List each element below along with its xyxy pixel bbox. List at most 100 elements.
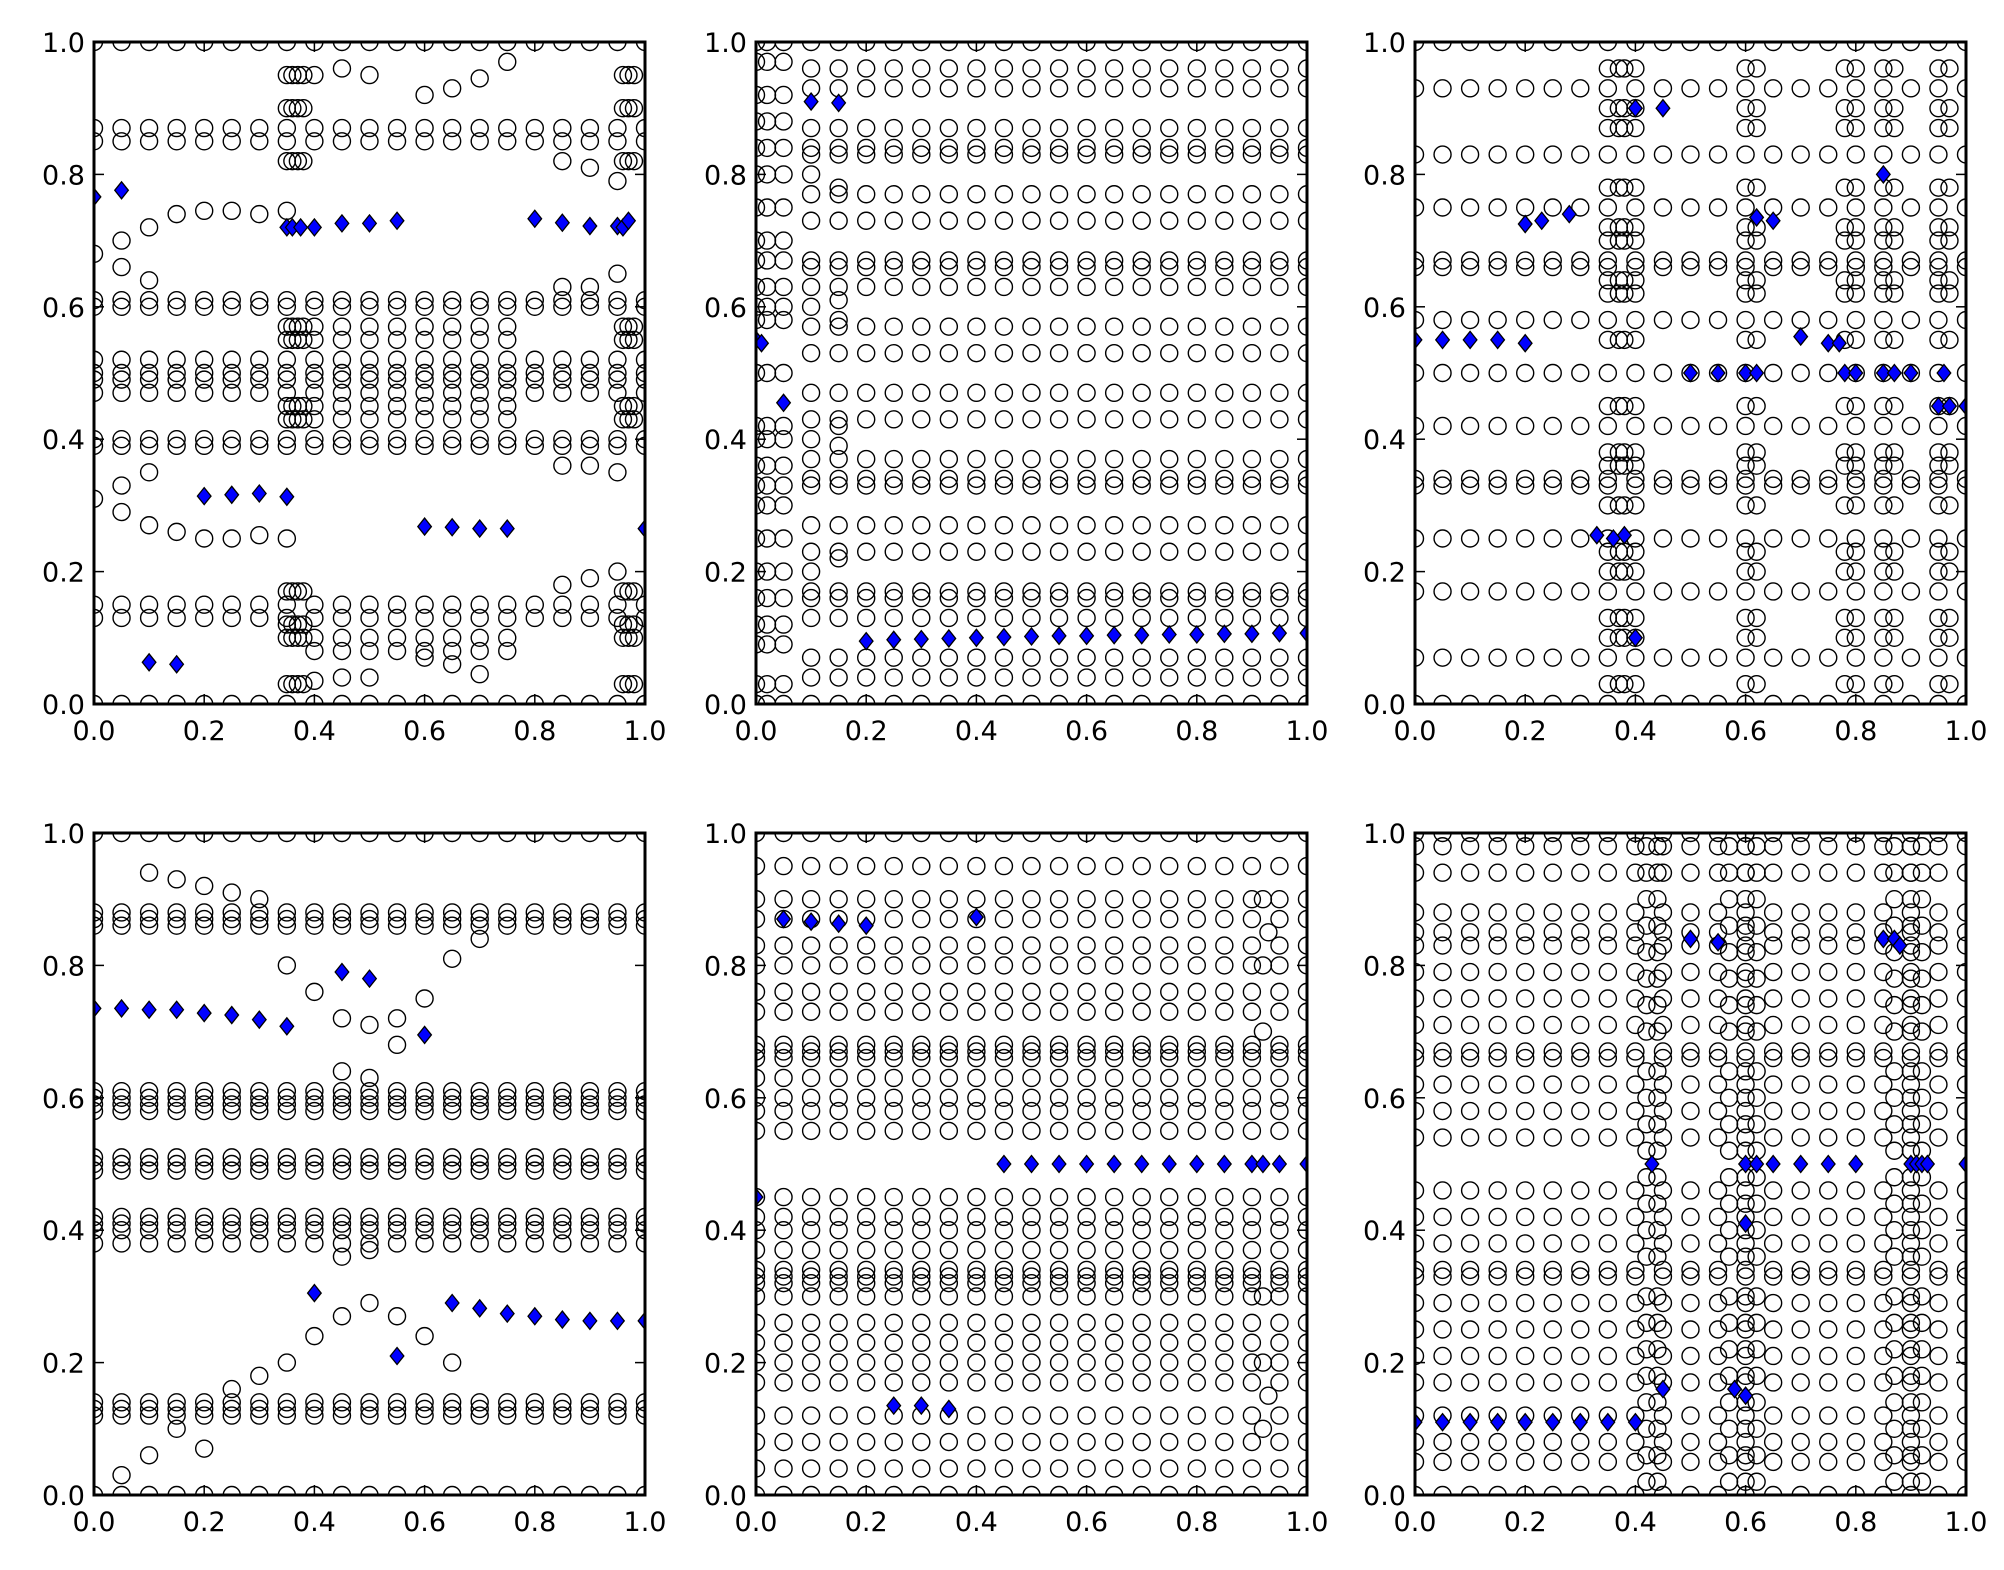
circle-point [1846,310,1866,330]
circle-point [757,694,777,704]
circle-point [1819,1042,1838,1061]
axes-frame [92,831,647,1497]
circle-point [1297,1459,1307,1478]
circle-point [801,1459,821,1478]
circle-point [1049,1240,1069,1260]
circle-point [194,529,214,548]
circle-point [1242,1220,1262,1240]
circle-point [1270,1406,1289,1425]
circle-point [884,1432,903,1452]
circle-point [1615,674,1634,694]
circle-point [1433,310,1452,330]
circle-point [1488,863,1507,882]
circle-point [1187,1035,1207,1055]
circle-point [1874,231,1893,250]
subplot-top-center: 0.00.00.20.20.40.40.60.60.80.81.01.0 [704,28,1328,747]
circle-point [967,1353,986,1372]
circle-point [801,833,821,843]
circle-point [829,416,848,436]
circle-point [94,916,104,935]
circle-point [1187,890,1207,909]
circle-point [1763,923,1783,942]
circle-point [1187,251,1207,270]
circle-point [1885,1088,1904,1108]
circle-point [332,903,352,922]
diamond-point [389,211,405,231]
diamond-point [499,1304,515,1324]
circle-point [912,251,931,270]
circle-point [1049,1002,1069,1021]
circle-point [1132,138,1151,158]
circle-point [1901,903,1921,922]
circle-point [415,1148,434,1167]
circle-point [624,151,644,171]
circle-point [387,1095,407,1114]
circle-point [757,496,777,515]
circle-point [1433,1320,1452,1339]
circle-point [1297,1287,1307,1306]
circle-point [1763,1181,1783,1200]
circle-point [1132,1273,1151,1293]
circle-point [442,1406,462,1425]
circle-point [580,277,600,297]
circle-point [1488,145,1507,164]
y-tick-label: 0.0 [42,690,85,721]
circle-point [1626,1452,1645,1472]
circle-point [1874,456,1893,475]
circle-point [1940,218,1959,237]
circle-point [1242,668,1262,687]
circle-point [1598,1267,1618,1286]
circle-point [1160,1485,1179,1495]
circle-point [277,1088,297,1108]
circle-point [167,118,186,138]
circle-point [635,1154,645,1174]
circle-point [1160,1240,1179,1260]
circle-point [1242,42,1262,52]
circle-point [1681,1075,1700,1094]
circle-point [1653,1432,1673,1452]
circle-point [1615,231,1634,250]
x-tick-label: 0.4 [1614,716,1657,747]
y-tick-label: 0.0 [704,690,747,721]
circle-point [1215,1068,1234,1088]
circle-point [553,118,572,138]
circle-point [1488,1075,1507,1094]
diamond-point [1561,204,1577,224]
circle-point [1242,1260,1262,1280]
circle-point [1187,449,1207,469]
circle-point [1719,1472,1739,1491]
circle-point [1901,1373,1921,1392]
circle-point [1460,1320,1480,1339]
circle-point [1747,98,1766,118]
circle-point [1763,903,1783,922]
circle-point [994,251,1014,270]
circle-point [1077,79,1096,98]
circle-point [756,1432,766,1452]
circle-point [884,1485,903,1495]
circle-point [1598,363,1618,383]
circle-point [553,1161,572,1180]
circle-point [1615,59,1634,78]
circle-point [1598,145,1618,164]
circle-point [1929,837,1948,856]
circle-point [415,1393,434,1412]
circle-point [1708,476,1728,495]
circle-point [608,1220,627,1240]
diamond-point [1655,98,1671,118]
x-tick-label: 0.4 [955,1507,998,1538]
circle-point [1719,1419,1739,1439]
circle-point [1598,1015,1618,1035]
circle-point [1460,863,1480,882]
circle-point [1747,59,1766,78]
circle-point [1543,310,1562,330]
circle-point [1956,1207,1966,1227]
circle-point [1648,1088,1667,1108]
circle-point [1022,185,1041,204]
circle-point [1049,257,1069,277]
circle-point [1736,1042,1755,1061]
circle-point [1415,529,1425,548]
circle-point [829,668,848,687]
circle-point [994,1048,1014,1068]
circle-point [1736,469,1755,489]
circle-point [994,118,1014,138]
